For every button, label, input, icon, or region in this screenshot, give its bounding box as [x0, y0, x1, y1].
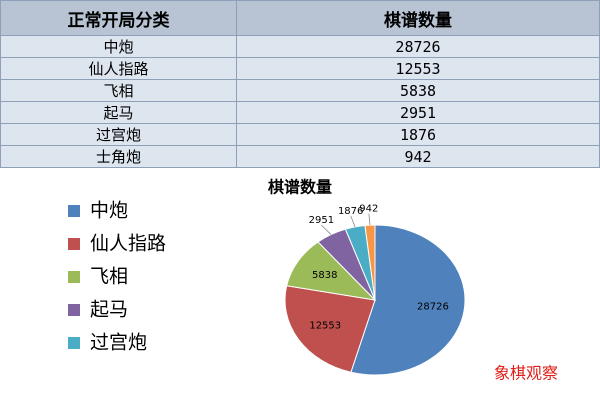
legend-label: 起马 — [90, 299, 128, 321]
table-row: 仙人指路 12553 — [0, 57, 600, 80]
table-row: 飞相 5838 — [0, 79, 600, 102]
pie-slice — [350, 224, 466, 376]
table-row: 中炮 28726 — [0, 35, 600, 58]
leader-line — [368, 213, 371, 226]
count-cell: 12553 — [236, 57, 600, 80]
name-cell: 飞相 — [0, 79, 237, 102]
count-cell: 942 — [236, 145, 600, 168]
name-cell: 仙人指路 — [0, 57, 237, 80]
name-cell: 过宫炮 — [0, 123, 237, 146]
table-row: 士角炮 942 — [0, 145, 600, 168]
legend-swatch — [68, 271, 80, 283]
legend-swatch — [68, 238, 80, 250]
name-cell: 中炮 — [0, 35, 237, 58]
data-label: 12553 — [309, 321, 341, 332]
legend-swatch — [68, 370, 80, 382]
data-label: 2951 — [309, 215, 334, 226]
count-cell: 2951 — [236, 101, 600, 124]
data-table: 正常开局分类 棋谱数量 中炮 28726 仙人指路 12553 飞相 5838 起马 2951… — [0, 0, 600, 168]
count-cell: 1876 — [236, 123, 600, 146]
legend-label: 中炮 — [90, 200, 128, 222]
legend-label: 飞相 — [90, 266, 128, 288]
legend-swatch — [68, 337, 80, 349]
name-cell: 士角炮 — [0, 145, 237, 168]
data-label: 28726 — [417, 302, 449, 313]
legend-label: 士角炮 — [90, 365, 147, 387]
count-cell: 5838 — [236, 79, 600, 102]
legend-swatch — [68, 205, 80, 217]
table-row: 过宫炮 1876 — [0, 123, 600, 146]
data-label: 942 — [359, 204, 378, 215]
leader-line — [350, 215, 356, 228]
legend-label: 过宫炮 — [90, 332, 147, 354]
name-cell: 起马 — [0, 101, 237, 124]
data-label: 1876 — [338, 206, 363, 217]
legend-label: 仙人指路 — [90, 233, 166, 255]
pie-slice — [284, 285, 376, 373]
leader-line — [321, 224, 332, 235]
pie-slice — [364, 224, 376, 301]
count-cell: 28726 — [236, 35, 600, 58]
legend-swatch — [68, 304, 80, 316]
chart-title: 棋谱数量 — [268, 178, 332, 197]
table-row: 起马 2951 — [0, 101, 600, 124]
watermark: 象棋观察 — [494, 364, 558, 383]
column-header: 正常开局分类 — [0, 0, 237, 36]
data-label: 5838 — [312, 270, 337, 281]
column-header: 棋谱数量 — [236, 0, 600, 36]
